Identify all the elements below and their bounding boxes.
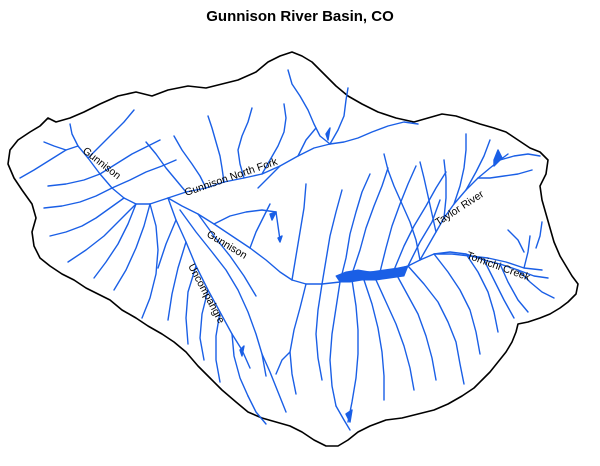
- map-title: Gunnison River Basin, CO: [206, 8, 394, 25]
- river-network: [19, 69, 555, 431]
- label-gunnison-north-fork: Gunnison North Fork: [183, 156, 280, 199]
- basin-boundary: [7, 51, 579, 447]
- label-uncompahgre: Uncompahgre: [185, 262, 227, 326]
- label-taylor-river: Taylor River: [433, 188, 486, 229]
